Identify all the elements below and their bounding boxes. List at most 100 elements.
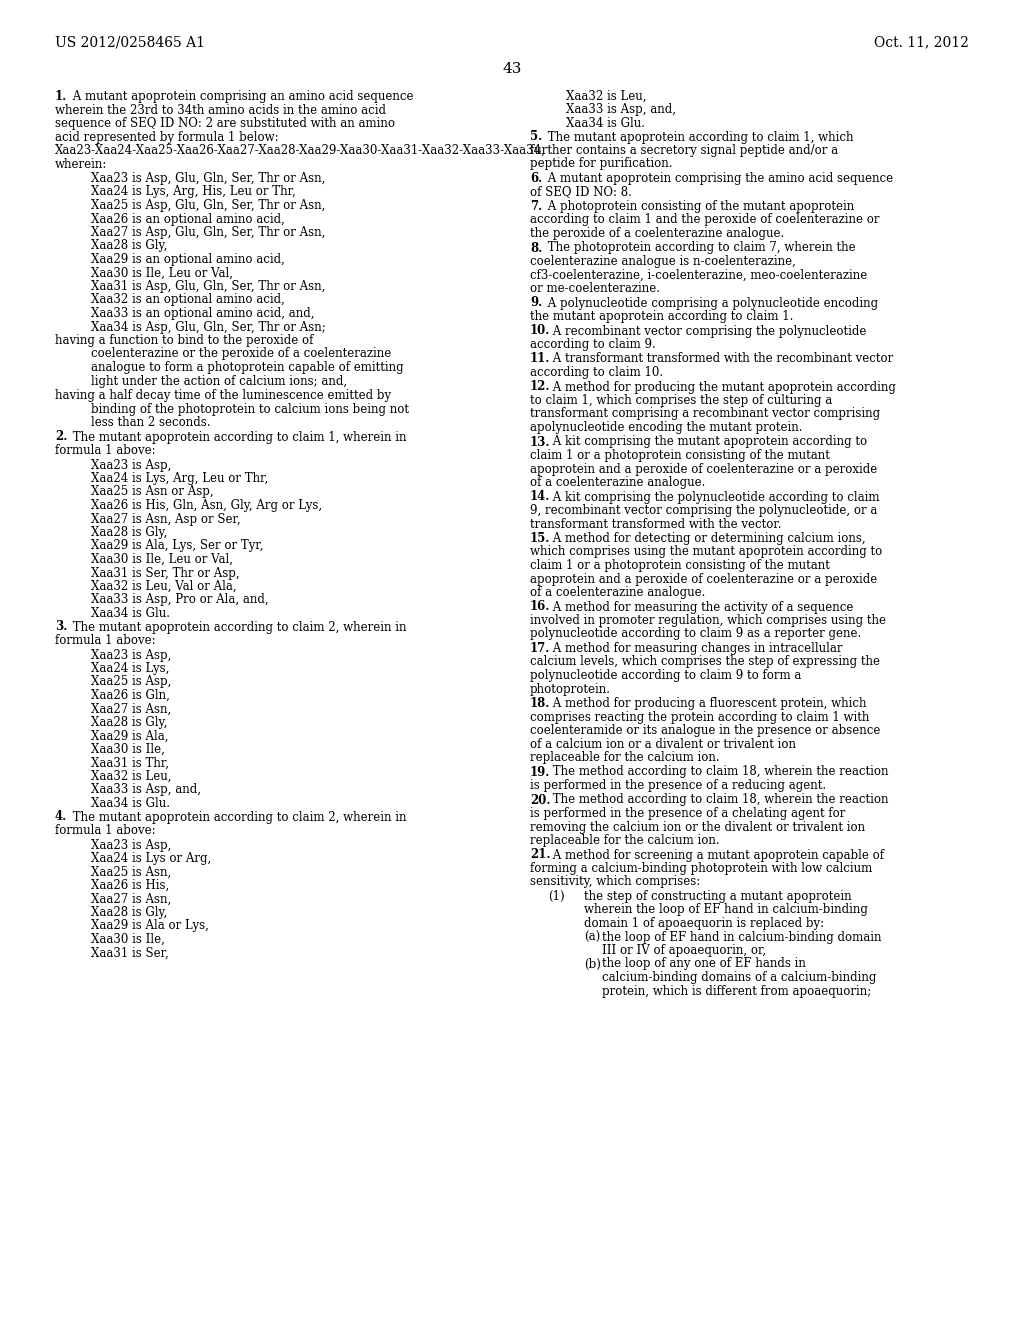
Text: 12.: 12. — [530, 380, 551, 393]
Text: Xaa23 is Asp,: Xaa23 is Asp, — [91, 838, 171, 851]
Text: to claim 1, which comprises the step of culturing a: to claim 1, which comprises the step of … — [530, 393, 833, 407]
Text: The mutant apoprotein according to claim 1, wherein in: The mutant apoprotein according to claim… — [69, 430, 407, 444]
Text: 9, recombinant vector comprising the polynucleotide, or a: 9, recombinant vector comprising the pol… — [530, 504, 878, 517]
Text: 7.: 7. — [530, 201, 543, 213]
Text: Xaa29 is Ala, Lys, Ser or Tyr,: Xaa29 is Ala, Lys, Ser or Tyr, — [91, 540, 263, 553]
Text: 19.: 19. — [530, 766, 550, 779]
Text: comprises reacting the protein according to claim 1 with: comprises reacting the protein according… — [530, 710, 869, 723]
Text: acid represented by formula 1 below:: acid represented by formula 1 below: — [55, 131, 279, 144]
Text: 5.: 5. — [530, 131, 543, 144]
Text: calcium levels, which comprises the step of expressing the: calcium levels, which comprises the step… — [530, 656, 880, 668]
Text: which comprises using the mutant apoprotein according to: which comprises using the mutant apoprot… — [530, 545, 883, 558]
Text: 43: 43 — [503, 62, 521, 77]
Text: coelenterazine or the peroxide of a coelenterazine: coelenterazine or the peroxide of a coel… — [91, 347, 391, 360]
Text: of SEQ ID NO: 8.: of SEQ ID NO: 8. — [530, 186, 632, 198]
Text: involved in promoter regulation, which comprises using the: involved in promoter regulation, which c… — [530, 614, 886, 627]
Text: wherein:: wherein: — [55, 157, 108, 170]
Text: according to claim 10.: according to claim 10. — [530, 366, 664, 379]
Text: Xaa27 is Asn,: Xaa27 is Asn, — [91, 702, 171, 715]
Text: Xaa33 is Asp, and,: Xaa33 is Asp, and, — [91, 784, 201, 796]
Text: protein, which is different from apoaequorin;: protein, which is different from apoaequ… — [602, 985, 871, 998]
Text: apolynucleotide encoding the mutant protein.: apolynucleotide encoding the mutant prot… — [530, 421, 803, 434]
Text: The mutant apoprotein according to claim 2, wherein in: The mutant apoprotein according to claim… — [69, 620, 407, 634]
Text: Xaa26 is His,: Xaa26 is His, — [91, 879, 169, 892]
Text: 21.: 21. — [530, 849, 551, 862]
Text: Oct. 11, 2012: Oct. 11, 2012 — [874, 36, 969, 49]
Text: 18.: 18. — [530, 697, 550, 710]
Text: sensitivity, which comprises:: sensitivity, which comprises: — [530, 875, 700, 888]
Text: of a coelenterazine analogue.: of a coelenterazine analogue. — [530, 477, 706, 488]
Text: Xaa33 is Asp, Pro or Ala, and,: Xaa33 is Asp, Pro or Ala, and, — [91, 594, 268, 606]
Text: Xaa29 is Ala or Lys,: Xaa29 is Ala or Lys, — [91, 920, 209, 932]
Text: Xaa26 is an optional amino acid,: Xaa26 is an optional amino acid, — [91, 213, 285, 226]
Text: Xaa24 is Lys,: Xaa24 is Lys, — [91, 663, 169, 675]
Text: 4.: 4. — [55, 810, 68, 824]
Text: peptide for purification.: peptide for purification. — [530, 157, 673, 170]
Text: III or IV of apoaequorin, or,: III or IV of apoaequorin, or, — [602, 944, 766, 957]
Text: A method for producing a fluorescent protein, which: A method for producing a fluorescent pro… — [549, 697, 866, 710]
Text: light under the action of calcium ions; and,: light under the action of calcium ions; … — [91, 375, 347, 388]
Text: Xaa30 is Ile, Leu or Val,: Xaa30 is Ile, Leu or Val, — [91, 267, 233, 280]
Text: the step of constructing a mutant apoprotein: the step of constructing a mutant apopro… — [584, 890, 852, 903]
Text: Xaa27 is Asp, Glu, Gln, Ser, Thr or Asn,: Xaa27 is Asp, Glu, Gln, Ser, Thr or Asn, — [91, 226, 326, 239]
Text: Xaa28 is Gly,: Xaa28 is Gly, — [91, 715, 167, 729]
Text: Xaa33 is an optional amino acid, and,: Xaa33 is an optional amino acid, and, — [91, 308, 314, 319]
Text: binding of the photoprotein to calcium ions being not: binding of the photoprotein to calcium i… — [91, 403, 409, 416]
Text: A method for measuring changes in intracellular: A method for measuring changes in intrac… — [549, 642, 843, 655]
Text: wherein the 23rd to 34th amino acids in the amino acid: wherein the 23rd to 34th amino acids in … — [55, 103, 386, 116]
Text: A method for measuring the activity of a sequence: A method for measuring the activity of a… — [549, 601, 853, 614]
Text: photoprotein.: photoprotein. — [530, 682, 611, 696]
Text: (b): (b) — [584, 957, 601, 970]
Text: transformant comprising a recombinant vector comprising: transformant comprising a recombinant ve… — [530, 408, 880, 421]
Text: Xaa31 is Thr,: Xaa31 is Thr, — [91, 756, 169, 770]
Text: apoprotein and a peroxide of coelenterazine or a peroxide: apoprotein and a peroxide of coelenteraz… — [530, 462, 878, 475]
Text: 2.: 2. — [55, 430, 68, 444]
Text: according to claim 9.: according to claim 9. — [530, 338, 655, 351]
Text: A polynucleotide comprising a polynucleotide encoding: A polynucleotide comprising a polynucleo… — [544, 297, 878, 309]
Text: the loop of EF hand in calcium-binding domain: the loop of EF hand in calcium-binding d… — [602, 931, 882, 944]
Text: Xaa25 is Asn or Asp,: Xaa25 is Asn or Asp, — [91, 486, 214, 499]
Text: 13.: 13. — [530, 436, 551, 449]
Text: or me-coelenterazine.: or me-coelenterazine. — [530, 282, 660, 294]
Text: Xaa32 is Leu,: Xaa32 is Leu, — [91, 770, 171, 783]
Text: A kit comprising the mutant apoprotein according to: A kit comprising the mutant apoprotein a… — [549, 436, 867, 449]
Text: Xaa23 is Asp, Glu, Gln, Ser, Thr or Asn,: Xaa23 is Asp, Glu, Gln, Ser, Thr or Asn, — [91, 172, 326, 185]
Text: A kit comprising the polynucleotide according to claim: A kit comprising the polynucleotide acco… — [549, 491, 880, 503]
Text: 16.: 16. — [530, 601, 550, 614]
Text: 20.: 20. — [530, 793, 551, 807]
Text: wherein the loop of EF hand in calcium-binding: wherein the loop of EF hand in calcium-b… — [584, 903, 868, 916]
Text: The method according to claim 18, wherein the reaction: The method according to claim 18, wherei… — [549, 793, 889, 807]
Text: according to claim 1 and the peroxide of coelenterazine or: according to claim 1 and the peroxide of… — [530, 214, 880, 227]
Text: cf3-coelenterazine, i-coelenterazine, meo-coelenterazine: cf3-coelenterazine, i-coelenterazine, me… — [530, 268, 867, 281]
Text: is performed in the presence of a reducing agent.: is performed in the presence of a reduci… — [530, 779, 826, 792]
Text: Xaa31 is Ser, Thr or Asp,: Xaa31 is Ser, Thr or Asp, — [91, 566, 240, 579]
Text: Xaa30 is Ile,: Xaa30 is Ile, — [91, 743, 165, 756]
Text: the peroxide of a coelenterazine analogue.: the peroxide of a coelenterazine analogu… — [530, 227, 784, 240]
Text: Xaa24 is Lys, Arg, Leu or Thr,: Xaa24 is Lys, Arg, Leu or Thr, — [91, 473, 268, 484]
Text: Xaa34 is Asp, Glu, Gln, Ser, Thr or Asn;: Xaa34 is Asp, Glu, Gln, Ser, Thr or Asn; — [91, 321, 326, 334]
Text: polynucleotide according to claim 9 to form a: polynucleotide according to claim 9 to f… — [530, 669, 802, 682]
Text: 11.: 11. — [530, 352, 550, 366]
Text: A mutant apoprotein comprising the amino acid sequence: A mutant apoprotein comprising the amino… — [544, 172, 893, 185]
Text: A transformant transformed with the recombinant vector: A transformant transformed with the reco… — [549, 352, 893, 366]
Text: A photoprotein consisting of the mutant apoprotein: A photoprotein consisting of the mutant … — [544, 201, 854, 213]
Text: (1): (1) — [548, 890, 564, 903]
Text: analogue to form a photoprotein capable of emitting: analogue to form a photoprotein capable … — [91, 360, 403, 374]
Text: Xaa23 is Asp,: Xaa23 is Asp, — [91, 648, 171, 661]
Text: Xaa32 is Leu,: Xaa32 is Leu, — [566, 90, 646, 103]
Text: apoprotein and a peroxide of coelenterazine or a peroxide: apoprotein and a peroxide of coelenteraz… — [530, 573, 878, 586]
Text: forming a calcium-binding photoprotein with low calcium: forming a calcium-binding photoprotein w… — [530, 862, 872, 875]
Text: Xaa25 is Asn,: Xaa25 is Asn, — [91, 866, 171, 879]
Text: 9.: 9. — [530, 297, 543, 309]
Text: 14.: 14. — [530, 491, 550, 503]
Text: 3.: 3. — [55, 620, 68, 634]
Text: Xaa31 is Ser,: Xaa31 is Ser, — [91, 946, 169, 960]
Text: coelenterazine analogue is n-coelenterazine,: coelenterazine analogue is n-coelenteraz… — [530, 255, 796, 268]
Text: A mutant apoprotein comprising an amino acid sequence: A mutant apoprotein comprising an amino … — [69, 90, 413, 103]
Text: Xaa23-Xaa24-Xaa25-Xaa26-Xaa27-Xaa28-Xaa29-Xaa30-Xaa31-Xaa32-Xaa33-Xaa34,: Xaa23-Xaa24-Xaa25-Xaa26-Xaa27-Xaa28-Xaa2… — [55, 144, 546, 157]
Text: transformant transformed with the vector.: transformant transformed with the vector… — [530, 517, 781, 531]
Text: Xaa25 is Asp, Glu, Gln, Ser, Thr or Asn,: Xaa25 is Asp, Glu, Gln, Ser, Thr or Asn, — [91, 199, 326, 213]
Text: Xaa24 is Lys or Arg,: Xaa24 is Lys or Arg, — [91, 851, 211, 865]
Text: A method for producing the mutant apoprotein according: A method for producing the mutant apopro… — [549, 380, 896, 393]
Text: Xaa30 is Ile, Leu or Val,: Xaa30 is Ile, Leu or Val, — [91, 553, 233, 566]
